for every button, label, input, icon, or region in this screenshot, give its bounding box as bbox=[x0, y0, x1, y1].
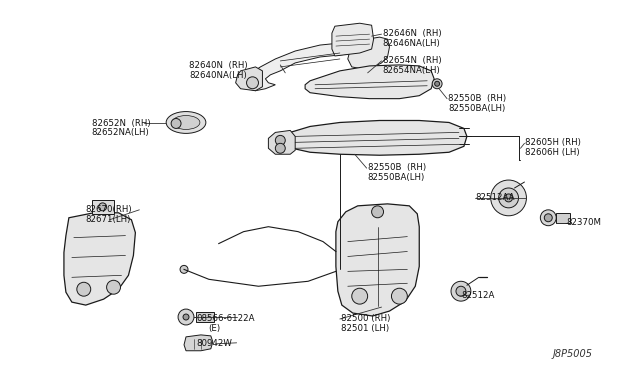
Circle shape bbox=[451, 281, 471, 301]
Polygon shape bbox=[336, 204, 419, 316]
Text: 82640N  (RH): 82640N (RH) bbox=[189, 61, 248, 70]
Text: 82606H (LH): 82606H (LH) bbox=[525, 148, 580, 157]
Circle shape bbox=[435, 81, 440, 86]
Polygon shape bbox=[236, 67, 262, 91]
Circle shape bbox=[171, 119, 181, 128]
Bar bbox=[196, 312, 214, 322]
Circle shape bbox=[275, 135, 285, 145]
Text: 82646NA(LH): 82646NA(LH) bbox=[383, 39, 440, 48]
Circle shape bbox=[352, 288, 367, 304]
Text: 82640NA(LH): 82640NA(LH) bbox=[189, 71, 247, 80]
Text: 82550B  (RH): 82550B (RH) bbox=[448, 94, 506, 103]
Text: 80942W: 80942W bbox=[196, 339, 232, 348]
Circle shape bbox=[107, 280, 120, 294]
Text: 82550BA(LH): 82550BA(LH) bbox=[367, 173, 425, 182]
Circle shape bbox=[499, 188, 518, 208]
Polygon shape bbox=[332, 23, 374, 56]
Circle shape bbox=[504, 194, 513, 202]
Circle shape bbox=[99, 203, 107, 211]
Circle shape bbox=[275, 143, 285, 153]
Text: J8P5005: J8P5005 bbox=[553, 349, 593, 359]
Ellipse shape bbox=[166, 112, 206, 134]
Circle shape bbox=[180, 265, 188, 273]
Text: 82654NA(LH): 82654NA(LH) bbox=[383, 66, 440, 75]
Circle shape bbox=[178, 309, 194, 325]
Text: 08566-6122A: 08566-6122A bbox=[196, 314, 255, 323]
Circle shape bbox=[77, 282, 91, 296]
Text: 82500 (RH): 82500 (RH) bbox=[341, 314, 390, 323]
Text: 82652N  (RH): 82652N (RH) bbox=[92, 119, 150, 128]
Circle shape bbox=[372, 206, 383, 218]
Ellipse shape bbox=[172, 116, 200, 129]
Text: 82671(LH): 82671(LH) bbox=[86, 215, 131, 224]
Text: 82646N  (RH): 82646N (RH) bbox=[383, 29, 441, 38]
Text: 82605H (RH): 82605H (RH) bbox=[525, 138, 581, 147]
Circle shape bbox=[540, 210, 556, 226]
Text: 82550BA(LH): 82550BA(LH) bbox=[448, 104, 506, 113]
Polygon shape bbox=[268, 131, 295, 154]
Text: 82652NA(LH): 82652NA(LH) bbox=[92, 128, 150, 137]
Polygon shape bbox=[64, 213, 136, 305]
Polygon shape bbox=[246, 43, 358, 91]
Text: 82501 (LH): 82501 (LH) bbox=[341, 324, 389, 333]
Polygon shape bbox=[285, 121, 467, 155]
Text: (E): (E) bbox=[208, 324, 220, 333]
Circle shape bbox=[392, 288, 407, 304]
Bar bbox=[92, 200, 113, 214]
Polygon shape bbox=[184, 335, 213, 351]
Text: 82512A: 82512A bbox=[461, 291, 494, 300]
Text: 82550B  (RH): 82550B (RH) bbox=[367, 163, 426, 172]
Circle shape bbox=[491, 180, 527, 216]
Text: 82512AA: 82512AA bbox=[476, 193, 515, 202]
Text: 82654N  (RH): 82654N (RH) bbox=[383, 56, 441, 65]
Text: 82670(RH): 82670(RH) bbox=[86, 205, 132, 214]
Circle shape bbox=[183, 314, 189, 320]
Circle shape bbox=[544, 214, 552, 222]
Text: 82370M: 82370M bbox=[566, 218, 601, 227]
Circle shape bbox=[246, 77, 259, 89]
Polygon shape bbox=[305, 65, 434, 99]
Polygon shape bbox=[348, 37, 390, 69]
Circle shape bbox=[432, 79, 442, 89]
Bar bbox=[556, 213, 570, 223]
Circle shape bbox=[456, 286, 466, 296]
